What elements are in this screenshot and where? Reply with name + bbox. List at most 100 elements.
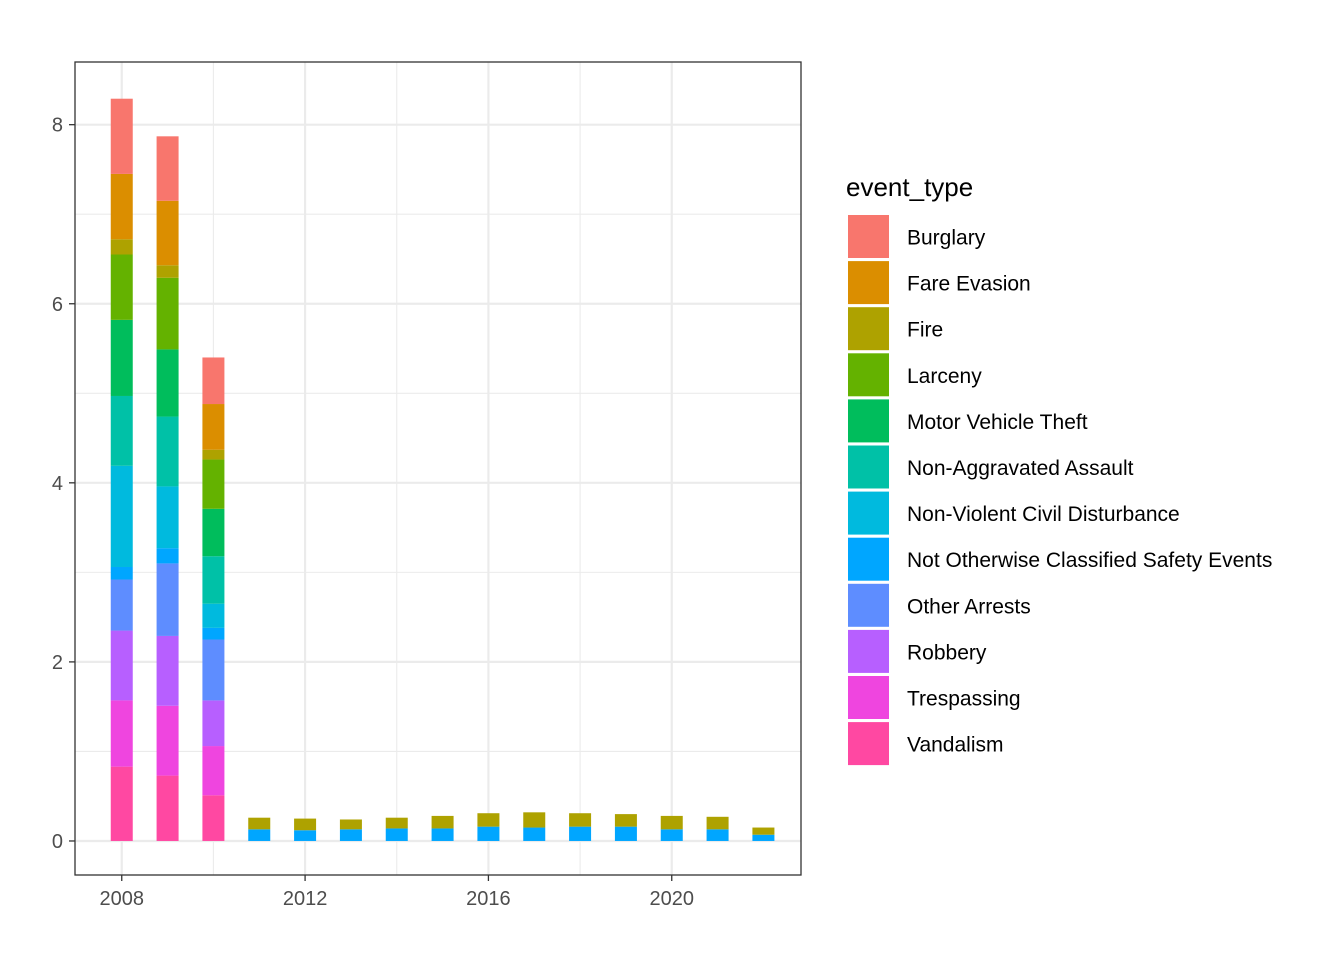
- bar-segment-motor-vehicle-theft: [156, 349, 179, 417]
- legend-label: Motor Vehicle Theft: [907, 411, 1088, 434]
- bar-segment-burglary: [110, 98, 133, 174]
- legend-key-other-arrests: [848, 583, 889, 627]
- bar-segment-other-arrests: [110, 579, 133, 631]
- bar-segment-fire: [339, 819, 362, 830]
- bar-stack-2019: [614, 814, 637, 841]
- bar-segment-non-aggravated-assault: [202, 556, 225, 604]
- legend-key-non-violent-civil-disturbance: [848, 491, 889, 535]
- bar-stack-2011: [248, 817, 271, 841]
- bar-segment-burglary: [202, 357, 225, 405]
- bar-stack-2012: [294, 818, 317, 841]
- bar-segment-fire: [523, 812, 546, 828]
- bar-segment-non-violent-civil-disturbance: [110, 465, 133, 567]
- legend-label: Not Otherwise Classified Safety Events: [907, 549, 1272, 572]
- bar-segment-fire: [110, 239, 133, 255]
- bar-stack-2022: [752, 827, 775, 841]
- bar-stack-2014: [385, 817, 408, 841]
- plot-panel: [74, 61, 802, 876]
- legend-key-burglary: [848, 215, 889, 258]
- bar-segment-not-otherwise-classified-safety-events: [294, 830, 317, 841]
- legend-item-fire: Fire: [848, 307, 943, 351]
- bar-segment-trespassing: [202, 746, 225, 796]
- legend: event_type Burglary Fare Evasion Fire Larce…: [846, 172, 1272, 766]
- bar-stack-2016: [477, 813, 500, 841]
- axes: 0 2 4 6 8 2008 2012 2016 2020: [52, 115, 694, 910]
- bar-segment-trespassing: [156, 705, 179, 776]
- legend-key-larceny: [848, 353, 889, 397]
- legend-key-vandalism: [848, 722, 889, 766]
- legend-item-larceny: Larceny: [848, 353, 982, 397]
- bar-segment-not-otherwise-classified-safety-events: [202, 627, 225, 640]
- bar-segment-not-otherwise-classified-safety-events: [156, 548, 179, 564]
- legend-label: Non-Violent Civil Disturbance: [907, 503, 1180, 526]
- bar-segment-larceny: [202, 459, 225, 509]
- bar-segment-non-aggravated-assault: [110, 395, 133, 466]
- legend-key-fire: [848, 307, 889, 351]
- panel-border: [74, 61, 802, 876]
- bar-segment-fire: [477, 813, 500, 827]
- bar-segment-not-otherwise-classified-safety-events: [385, 828, 408, 841]
- bar-segment-fire: [431, 815, 454, 829]
- bar-segment-fire: [294, 818, 317, 831]
- bar-segment-fare-evasion: [110, 173, 133, 240]
- legend-label: Fire: [907, 319, 943, 342]
- legend-item-fare-evasion: Fare Evasion: [848, 261, 1031, 305]
- y-tick-label: 4: [52, 473, 63, 495]
- bar-segment-fire: [752, 827, 775, 835]
- y-tick-label: 2: [52, 652, 63, 674]
- legend-item-burglary: Burglary: [848, 215, 986, 258]
- legend-item-non-violent-civil-disturbance: Non-Violent Civil Disturbance: [848, 491, 1180, 535]
- bar-segment-fire: [156, 265, 179, 278]
- bar-segment-not-otherwise-classified-safety-events: [110, 566, 133, 580]
- x-tick-label: 2020: [650, 888, 695, 910]
- bar-stack-2018: [569, 813, 592, 841]
- y-tick-label: 0: [52, 831, 63, 853]
- x-tick-label: 2008: [100, 888, 145, 910]
- legend-label: Other Arrests: [907, 595, 1031, 618]
- bar-segment-fire: [660, 815, 683, 830]
- legend-title: event_type: [846, 172, 973, 202]
- bar-segment-fire: [569, 813, 592, 827]
- bar-segment-fire: [248, 817, 271, 830]
- legend-item-trespassing: Trespassing: [848, 676, 1021, 719]
- bar-segment-robbery: [156, 635, 179, 706]
- bar-segment-burglary: [156, 136, 179, 201]
- bar-segment-fare-evasion: [202, 404, 225, 450]
- legend-key-trespassing: [848, 676, 889, 719]
- bar-segment-not-otherwise-classified-safety-events: [523, 827, 546, 841]
- y-tick-label: 8: [52, 115, 63, 137]
- bar-segment-robbery: [110, 630, 133, 701]
- bar-segment-vandalism: [110, 766, 133, 841]
- bar-segment-trespassing: [110, 700, 133, 767]
- legend-key-non-aggravated-assault: [848, 445, 889, 489]
- bar-segment-motor-vehicle-theft: [110, 319, 133, 396]
- bar-stack-2021: [706, 816, 729, 841]
- bar-segment-motor-vehicle-theft: [202, 508, 225, 557]
- bar-segment-non-aggravated-assault: [156, 416, 179, 487]
- bar-segment-larceny: [156, 277, 179, 350]
- bar-segment-fire: [614, 814, 637, 827]
- legend-item-not-otherwise-classified-safety-events: Not Otherwise Classified Safety Events: [848, 537, 1272, 581]
- bar-segment-not-otherwise-classified-safety-events: [569, 826, 592, 841]
- bar-segment-larceny: [110, 254, 133, 320]
- panel-background: [75, 62, 801, 875]
- bar-stack-2015: [431, 815, 454, 841]
- y-tick-label: 6: [52, 294, 63, 316]
- legend-label: Trespassing: [907, 688, 1021, 711]
- x-tick-label: 2012: [283, 888, 328, 910]
- legend-key-not-otherwise-classified-safety-events: [848, 537, 889, 581]
- bar-segment-robbery: [202, 700, 225, 747]
- legend-key-motor-vehicle-theft: [848, 399, 889, 443]
- bar-segment-not-otherwise-classified-safety-events: [339, 829, 362, 841]
- legend-label: Burglary: [907, 227, 986, 250]
- legend-key-robbery: [848, 629, 889, 673]
- legend-items: Burglary Fare Evasion Fire Larceny Motor Veh…: [848, 215, 1272, 766]
- bar-segment-fire: [202, 449, 225, 460]
- bar-segment-not-otherwise-classified-safety-events: [706, 829, 729, 841]
- bar-stack-2009: [156, 136, 179, 841]
- bar-segment-not-otherwise-classified-safety-events: [614, 826, 637, 841]
- bar-segment-fire: [385, 817, 408, 829]
- bar-stack-2020: [660, 815, 683, 841]
- x-tick-label: 2016: [466, 888, 511, 910]
- bar-stack-2010: [202, 357, 225, 841]
